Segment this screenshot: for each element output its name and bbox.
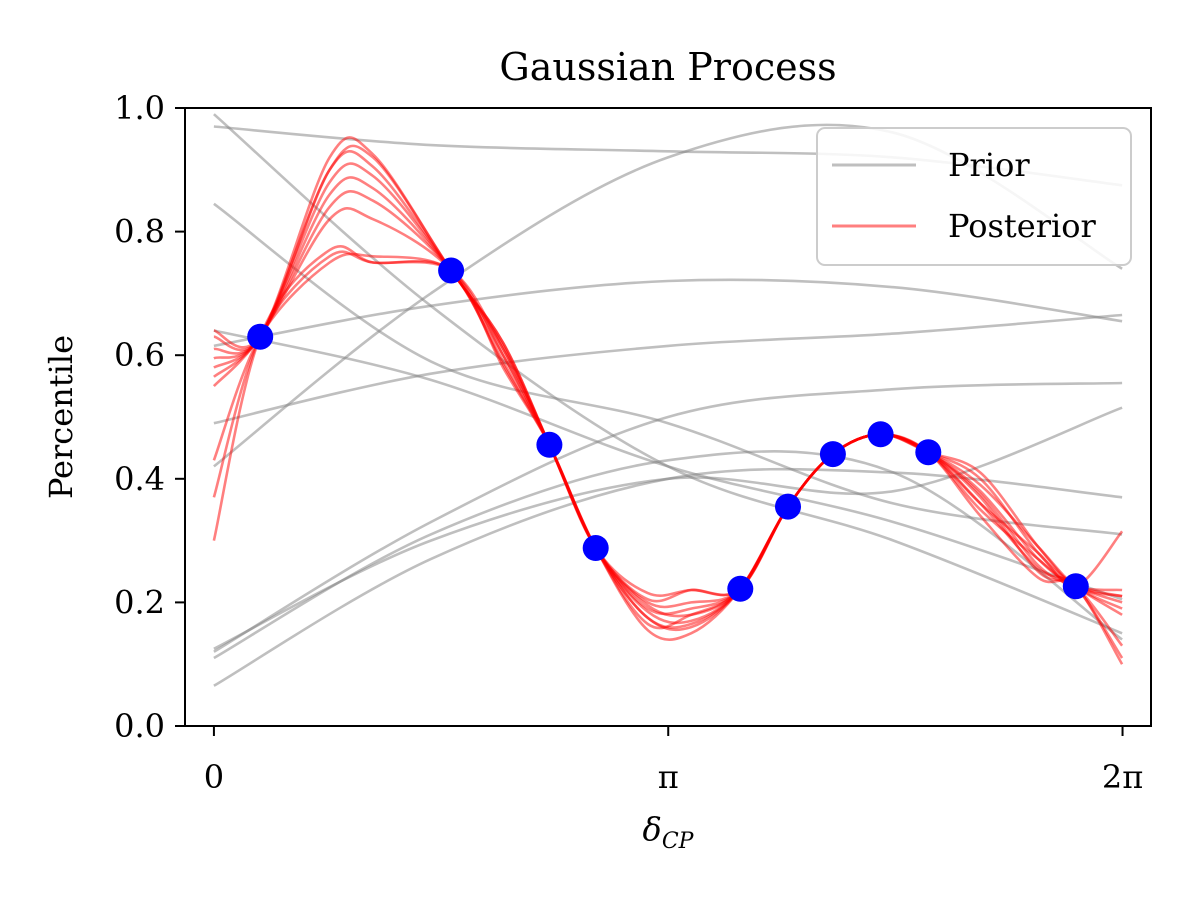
y-axis-label: Percentile [42, 335, 80, 499]
x-tick-label-2: 2π [1102, 758, 1143, 796]
observation-point-8 [915, 439, 942, 466]
x-tick-label-1: π [658, 758, 679, 796]
observation-point-0 [247, 323, 274, 350]
y-tick-label-0: 0.0 [114, 707, 165, 745]
prior-curve-4 [213, 278, 1123, 348]
chart-title: Gaussian Process [499, 45, 836, 89]
x-tick-label-0: 0 [204, 758, 224, 796]
y-tick-label-2: 0.4 [114, 460, 165, 498]
y-tick-label-4: 0.8 [114, 213, 165, 251]
posterior-curve-7 [212, 250, 1124, 641]
posterior-curve-0 [213, 136, 1123, 618]
observation-point-9 [1062, 573, 1089, 600]
y-axis-ticks: 0.0 0.2 0.4 0.6 0.8 1.0 [114, 89, 185, 745]
posterior-curve-2 [213, 162, 1124, 647]
legend-label-posterior: Posterior [948, 207, 1097, 245]
posterior-curve-8 [212, 245, 1123, 632]
x-axis-ticks: 0 π 2π [204, 726, 1143, 796]
prior-curve-6 [213, 381, 1123, 653]
posterior-curve-6 [212, 252, 1124, 665]
y-tick-label-1: 0.2 [114, 583, 165, 621]
legend: Prior Posterior [816, 127, 1132, 266]
prior-curve-10 [213, 406, 1123, 650]
observation-point-6 [819, 441, 846, 468]
observation-point-4 [727, 575, 754, 602]
y-tick-label-3: 0.6 [114, 336, 165, 374]
prior-curve-5 [213, 313, 1123, 425]
x-axis-label-main: δ [643, 810, 662, 848]
prior-curves [213, 113, 1123, 687]
observation-points [247, 257, 1089, 602]
x-axis-label: δCP [643, 810, 695, 854]
prior-curve-0 [213, 113, 1123, 635]
posterior-curves [212, 136, 1124, 665]
observation-point-2 [536, 431, 563, 458]
observation-point-7 [867, 421, 894, 448]
x-axis-label-subscript: CP [662, 829, 695, 854]
prior-curve-9 [213, 329, 1123, 601]
posterior-curve-9 [213, 144, 1123, 598]
legend-box [816, 127, 1132, 266]
posterior-curve-1 [213, 150, 1123, 616]
legend-label-prior: Prior [948, 146, 1030, 184]
observation-point-3 [582, 535, 609, 561]
observation-point-1 [438, 257, 465, 284]
observation-point-5 [775, 493, 801, 520]
y-tick-label-5: 1.0 [114, 89, 165, 127]
posterior-curve-5 [212, 207, 1123, 603]
